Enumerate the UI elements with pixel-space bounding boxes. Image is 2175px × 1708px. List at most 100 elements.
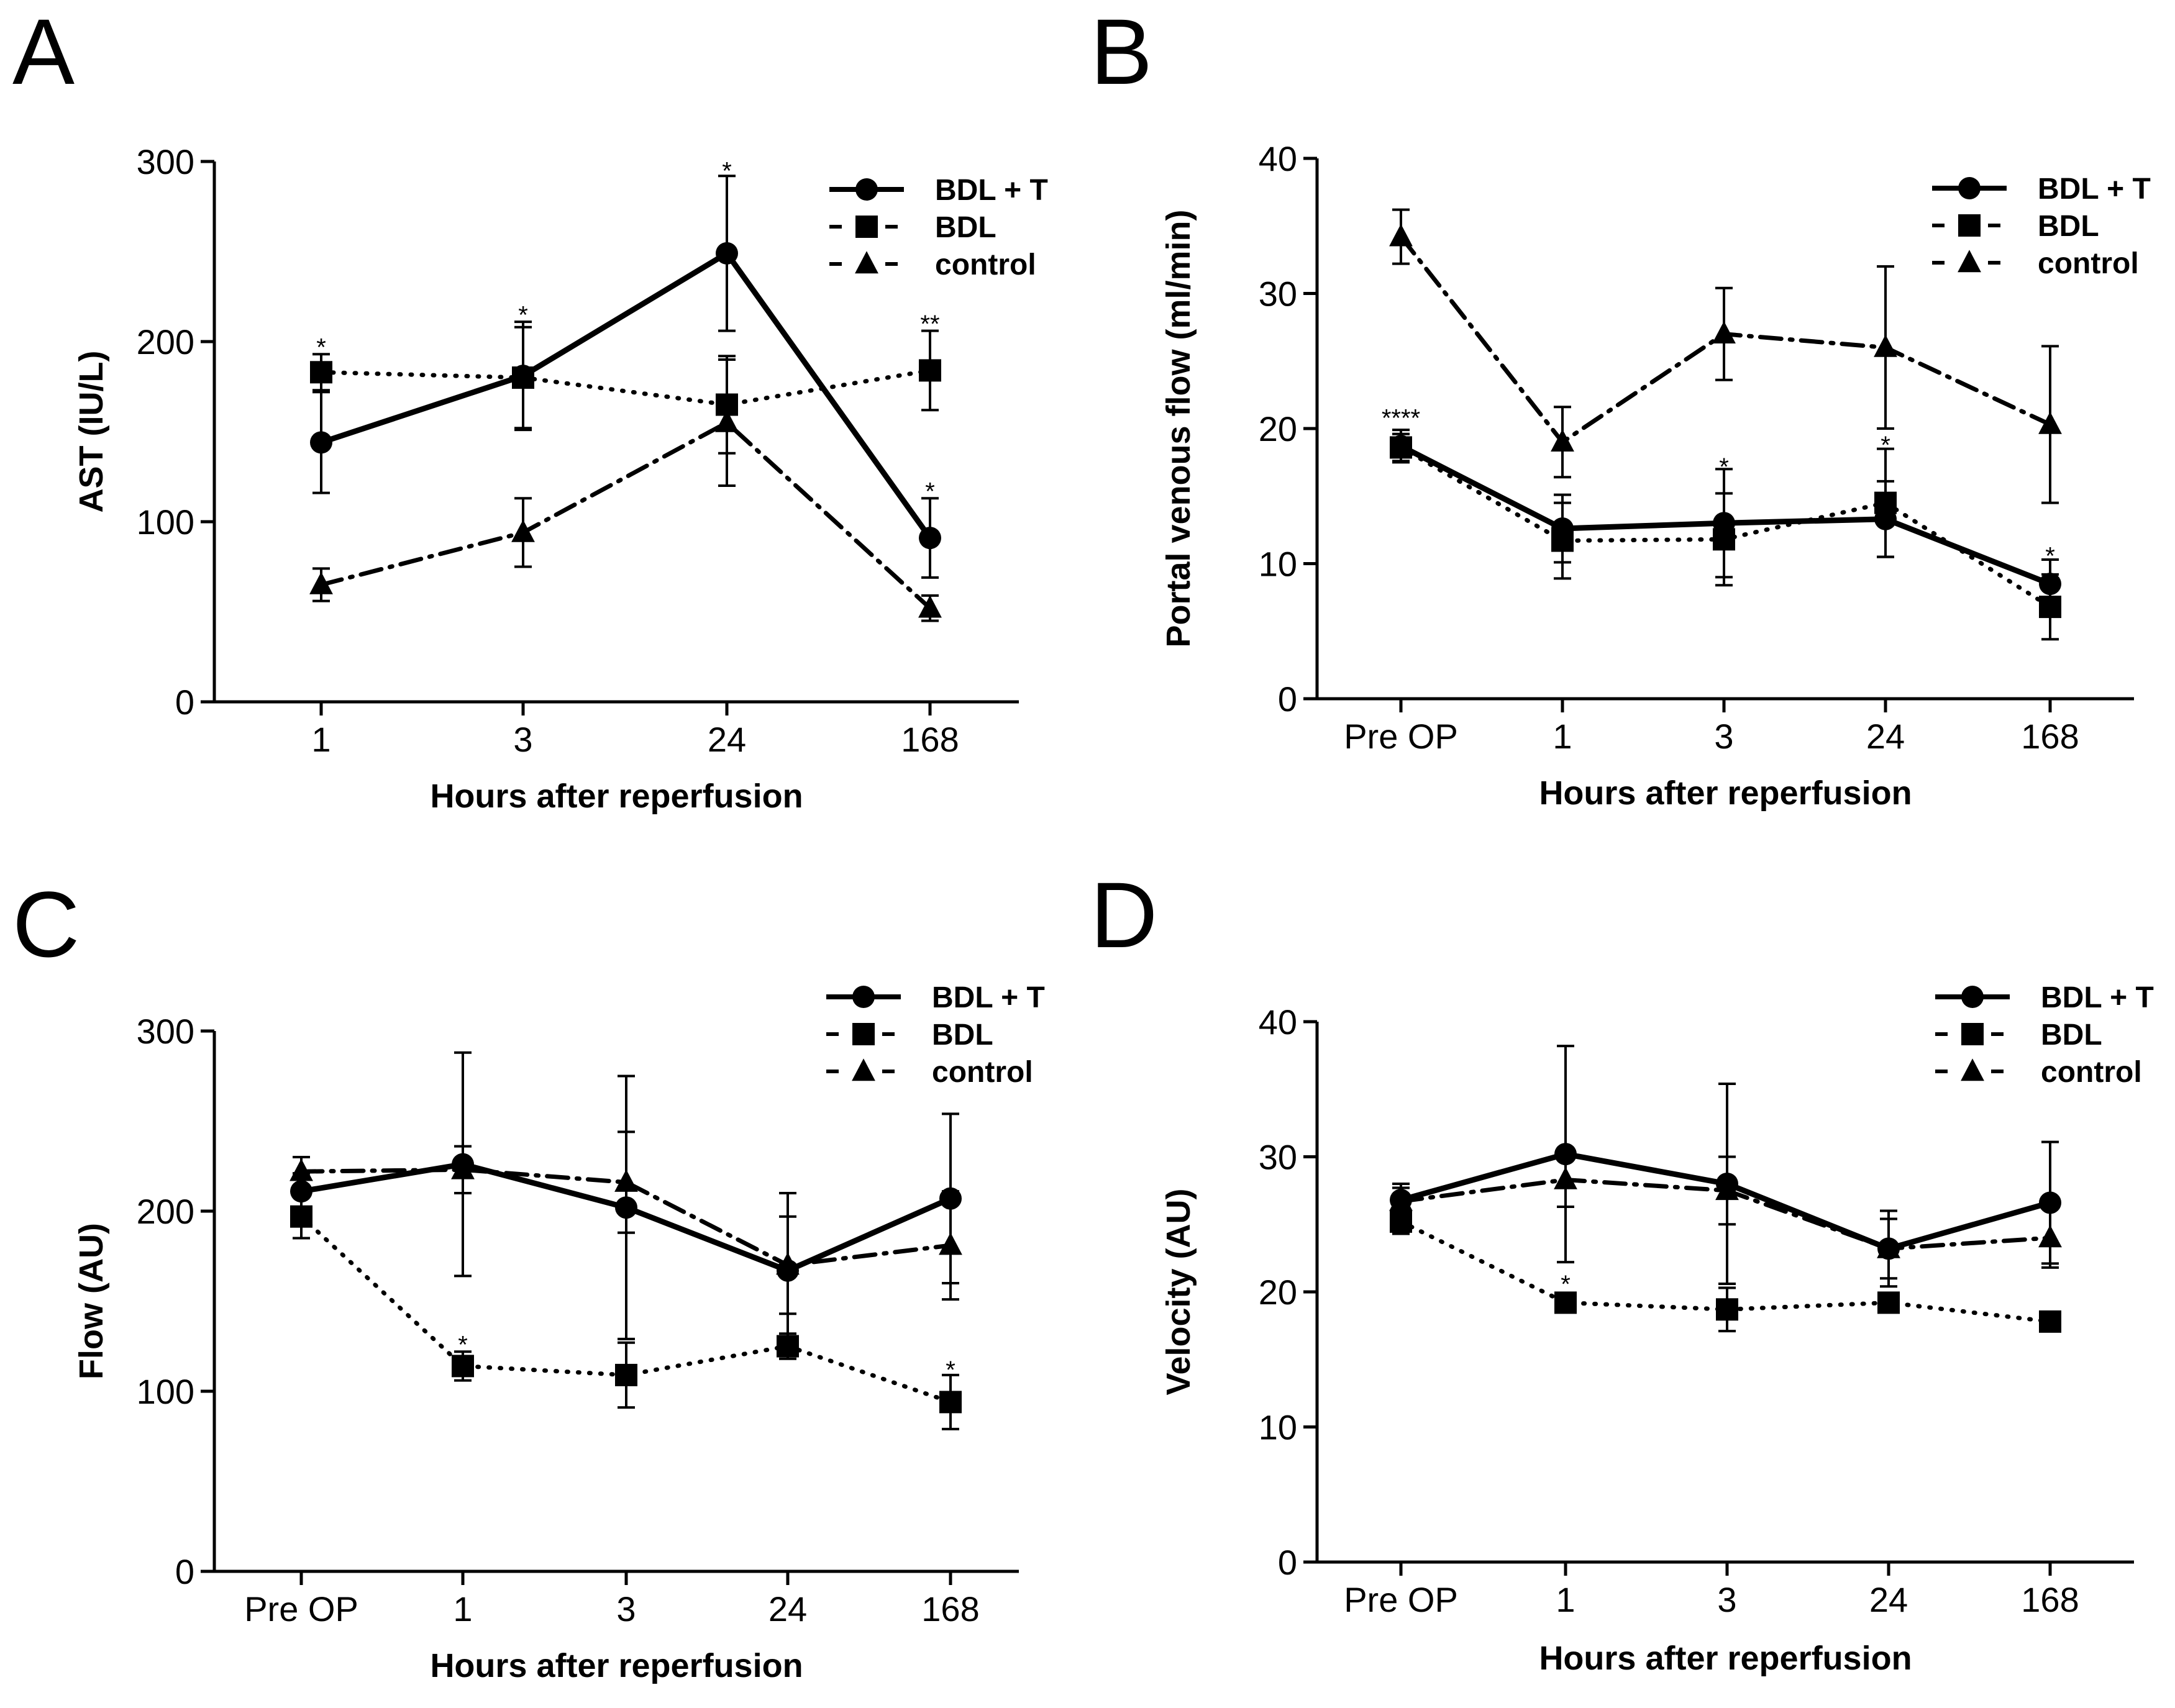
y-tick-label: 100: [137, 502, 194, 542]
data-point: [615, 1363, 637, 1386]
legend-marker: [1961, 986, 1984, 1008]
series-control: [1389, 1151, 2062, 1280]
y-tick-label: 0: [175, 683, 194, 722]
data-point: [1715, 1178, 1739, 1201]
legend-marker: [855, 178, 878, 201]
legend-label: control: [2041, 1056, 2142, 1089]
data-point: [1713, 528, 1735, 551]
data-point: [2039, 1310, 2061, 1333]
data-point: [1554, 1291, 1577, 1314]
y-axis-title: Flow (AU): [73, 1223, 110, 1379]
y-axis-title: Portal venous flow (ml/min): [1160, 209, 1197, 647]
data-point: [1877, 1291, 1900, 1314]
legend-label: BDL + T: [935, 174, 1048, 207]
y-tick-label: 10: [1259, 1408, 1297, 1447]
x-tick-label: 24: [1869, 1580, 1908, 1619]
x-tick-label: 1: [311, 720, 331, 759]
data-point: [776, 1252, 800, 1275]
series-line: [1398, 1151, 2053, 1251]
legend-marker: [855, 216, 878, 238]
data-point: [452, 1355, 474, 1378]
x-tick-label: 24: [768, 1589, 807, 1629]
y-tick-label: 100: [137, 1372, 194, 1411]
significance-marker: *: [2045, 542, 2055, 570]
series-control: [1389, 208, 2062, 504]
significance-marker: *: [722, 158, 732, 185]
legend-label: BDL: [2041, 1019, 2102, 1052]
significance-marker: *: [946, 1356, 955, 1384]
data-point: [512, 366, 534, 389]
data-point: [1551, 429, 1574, 452]
series-bdl-t: [1390, 1045, 2061, 1288]
data-point: [511, 519, 535, 542]
data-point: [1716, 1298, 1738, 1321]
x-tick-label: 3: [616, 1589, 636, 1629]
legend-label: control: [932, 1056, 1033, 1089]
y-tick-label: 40: [1259, 1002, 1297, 1042]
legend-marker: [852, 1023, 875, 1045]
legend-label: BDL + T: [2038, 173, 2151, 206]
legend-label: BDL: [932, 1019, 993, 1052]
series-control: [309, 358, 942, 622]
data-point: [614, 1169, 638, 1192]
x-tick-label: 1: [1553, 717, 1572, 756]
series-bdl: [310, 325, 941, 455]
significance-marker: *: [1719, 453, 1729, 481]
significance-marker: *: [1881, 432, 1890, 459]
y-tick-label: 0: [175, 1552, 194, 1591]
series-line: [299, 1167, 953, 1268]
y-tick-label: 200: [137, 322, 194, 361]
significance-marker: *: [518, 302, 528, 329]
data-point: [777, 1335, 799, 1358]
y-tick-label: 20: [1259, 1273, 1297, 1312]
y-tick-label: 0: [1278, 1543, 1297, 1582]
y-axis-title: Velocity (AU): [1160, 1188, 1197, 1395]
significance-marker: ****: [1382, 405, 1420, 432]
legend-label: BDL + T: [2041, 981, 2154, 1014]
x-tick-label: 168: [2021, 717, 2079, 756]
data-point: [919, 359, 941, 382]
data-point: [290, 1205, 312, 1228]
x-tick-label: Pre OP: [1344, 1580, 1458, 1619]
panel-a: A 0 100 200 300 1 3 24 168 AST (IU/L) Hours after …: [12, 0, 1048, 815]
panel-b: B 0 10 20 30 40 Pre OP 1 3 24 168 Portal venous flo…: [1090, 0, 2151, 812]
significance-marker: *: [925, 478, 935, 506]
data-point: [939, 1391, 962, 1414]
legend-label: BDL: [2038, 210, 2099, 243]
significance-marker: *: [1561, 1271, 1571, 1298]
panel-c: C 0 100 200 300 Pre OP 1 3 24 168 Flow (AU) Hours a…: [12, 872, 1045, 1684]
series-line: [299, 1214, 953, 1404]
data-point: [1877, 1235, 1900, 1258]
series-bdl-t: [310, 175, 941, 579]
x-tick-label: 3: [1717, 1580, 1736, 1619]
series-bdl: [290, 1193, 962, 1430]
legend-marker: [855, 251, 878, 274]
x-tick-label: 24: [708, 720, 746, 759]
y-tick-label: 200: [137, 1192, 194, 1231]
legend-marker: [1958, 177, 1981, 199]
significance-marker: *: [316, 334, 326, 361]
data-point: [451, 1156, 475, 1179]
legend-label: BDL + T: [932, 981, 1045, 1014]
x-axis-title: Hours after reperfusion: [1539, 1640, 1912, 1677]
y-tick-label: 300: [137, 1012, 194, 1051]
legend: BDL + T BDL control: [826, 981, 1045, 1089]
legend: BDL + T BDL control: [1935, 981, 2154, 1089]
data-point: [2038, 1225, 2062, 1248]
data-point: [1389, 224, 1413, 247]
x-axis-title: Hours after reperfusion: [430, 778, 803, 815]
legend-marker: [1958, 250, 1981, 273]
panel-letter: A: [12, 0, 75, 104]
data-point: [2038, 411, 2062, 434]
series-line: [319, 368, 932, 407]
legend-marker: [1961, 1058, 1984, 1081]
panel-d: D 0 10 20 30 40 Pre OP 1 3 24 168 Velocity (AU) Hour…: [1090, 863, 2154, 1677]
legend-marker: [1961, 1023, 1984, 1045]
data-point: [1874, 491, 1897, 514]
significance-marker: **: [920, 311, 939, 338]
x-tick-label: 3: [1714, 717, 1733, 756]
y-tick-label: 0: [1278, 679, 1297, 719]
data-point: [939, 1232, 962, 1255]
data-point: [2039, 596, 2061, 619]
data-point: [1712, 321, 1736, 344]
